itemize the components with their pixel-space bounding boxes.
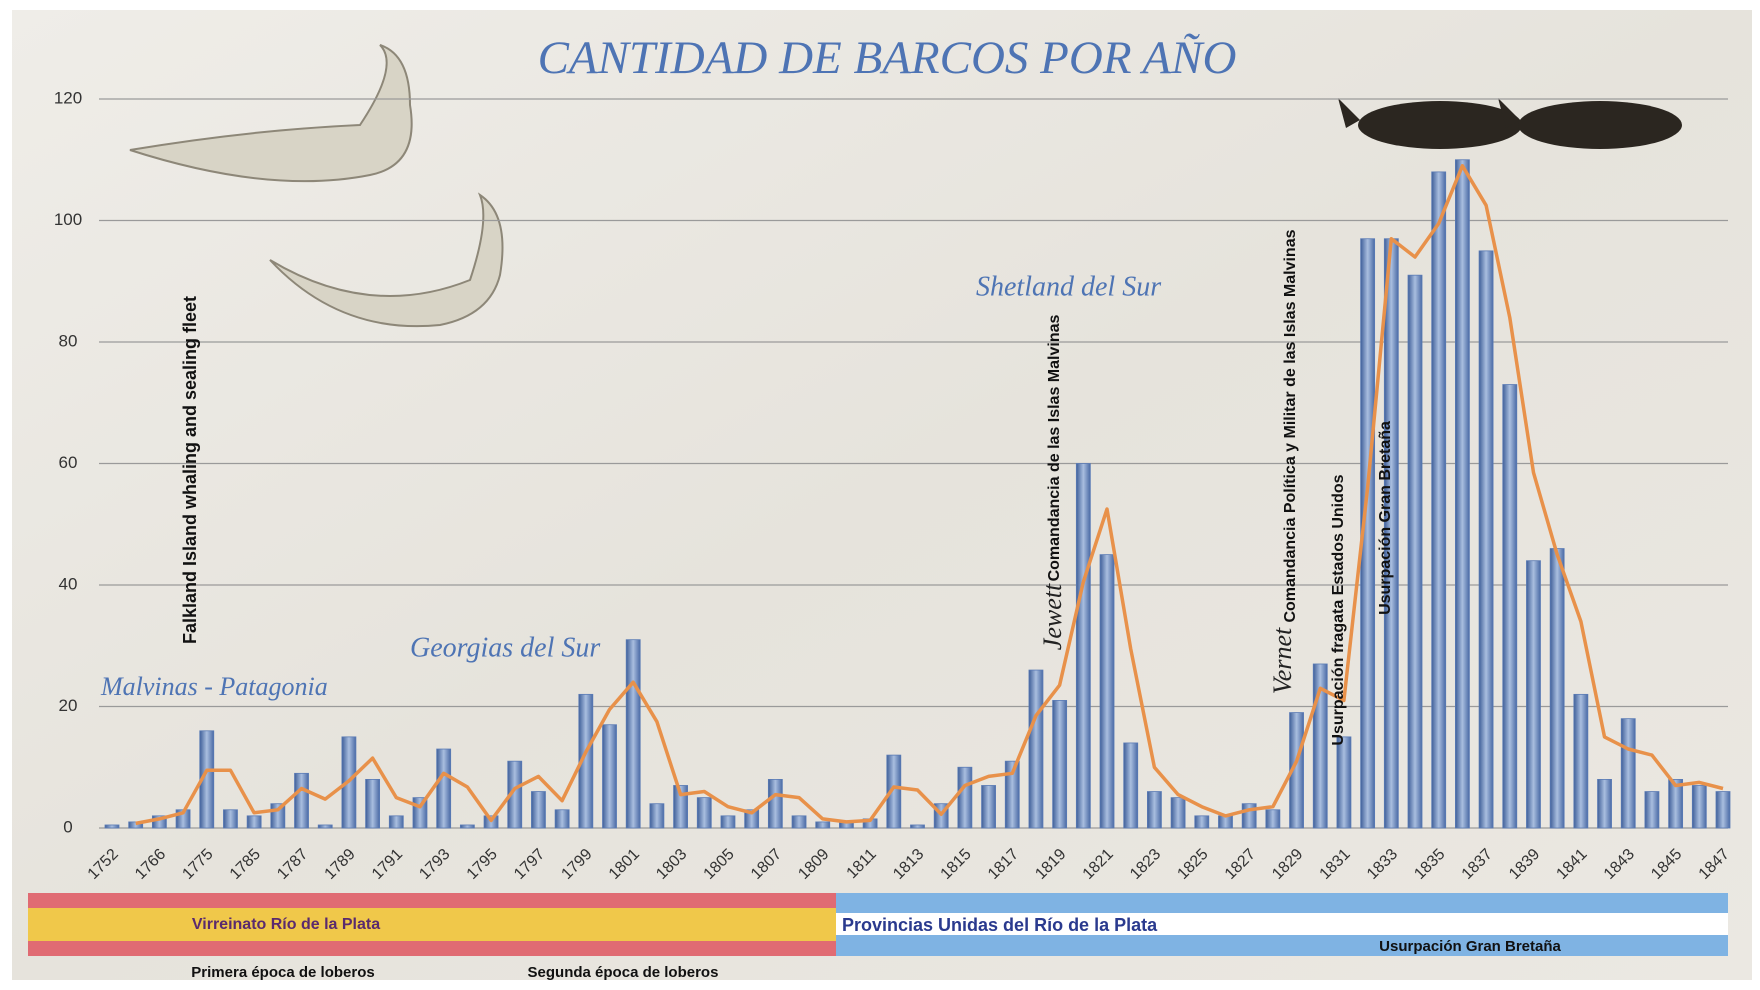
bar: [744, 809, 760, 829]
bar: [1407, 274, 1423, 829]
bar: [602, 724, 617, 829]
bar: [104, 824, 120, 829]
bar: [720, 815, 736, 829]
bar: [1194, 815, 1210, 829]
bar: [957, 766, 973, 829]
bar: [1691, 785, 1707, 829]
bar: [317, 824, 333, 829]
bar: [1075, 463, 1091, 829]
band-spain: [28, 893, 836, 956]
bar: [886, 754, 902, 829]
bar: [1123, 742, 1139, 829]
trend-line: [135, 164, 1724, 826]
annotation: Jewett: [1038, 583, 1067, 650]
bar: [1028, 669, 1044, 829]
bar: [1147, 791, 1162, 829]
bar: [1526, 560, 1541, 829]
bar: [1715, 791, 1731, 829]
bar: [1360, 238, 1376, 829]
bar: [791, 815, 807, 829]
bar: [981, 785, 996, 829]
annotation: Virreinato Río de la Plata: [192, 916, 380, 933]
bar: [578, 693, 594, 829]
chart-title: CANTIDAD DE BARCOS POR AÑO: [538, 32, 1237, 84]
bar: [507, 760, 523, 829]
bar: [1312, 663, 1328, 829]
bar: [1549, 548, 1565, 829]
bar: [1620, 718, 1636, 829]
annotation: Shetland del Sur: [976, 271, 1161, 302]
bar: [1004, 760, 1020, 829]
bar: [1668, 779, 1684, 829]
bar: [696, 797, 712, 829]
annotation: Comandancia de las Islas Malvinas: [1046, 315, 1063, 582]
seals: [129, 44, 504, 328]
y-tick-label: 60: [59, 453, 78, 472]
y-tick-label: 0: [63, 817, 72, 836]
bar: [1502, 384, 1518, 829]
annotation: Falkland Island whaling and sealing flee…: [180, 296, 200, 644]
annotation: Comandancia Política y Militar de las Is…: [1282, 229, 1299, 622]
bar: [459, 824, 475, 829]
annotation: Georgias del Sur: [410, 632, 600, 663]
bar: [1454, 159, 1470, 829]
bar: [910, 824, 925, 829]
bar: [436, 748, 452, 829]
annotation: Usurpación Gran Bretaña: [1379, 938, 1561, 955]
annotation: Usurpación fragata Estados Unidos: [1330, 474, 1347, 745]
bar: [625, 639, 641, 829]
y-tick-label: 20: [59, 696, 78, 715]
annotation: Primera época de loberos: [191, 964, 374, 981]
annotation: Malvinas - Patagonia: [100, 672, 328, 701]
bar: [1099, 554, 1115, 829]
bar: [815, 821, 831, 829]
bar: [1289, 712, 1304, 829]
bar: [1052, 700, 1068, 829]
annotation: Vernet: [1268, 627, 1297, 694]
y-tick-label: 100: [54, 210, 82, 229]
bar: [767, 779, 783, 829]
y-tick-label: 120: [54, 88, 82, 107]
bar: [365, 779, 381, 829]
y-tick-label: 80: [59, 331, 78, 350]
annotation: Provincias Unidas del Río de la Plata: [842, 915, 1158, 935]
bar: [531, 791, 546, 829]
bar: [1170, 797, 1186, 829]
bar: [1431, 171, 1447, 829]
bar: [388, 815, 404, 829]
bar: [294, 772, 309, 829]
bar: [1573, 693, 1589, 829]
bar: [554, 809, 570, 829]
band-argentina: [836, 893, 1728, 956]
bar: [1241, 803, 1257, 829]
bar: [1336, 736, 1352, 829]
bar: [1644, 791, 1660, 829]
whales: [1338, 98, 1682, 149]
annotation: Usurpación Gran Bretaña: [1377, 421, 1394, 615]
bar: [1478, 250, 1494, 829]
bar: [1265, 809, 1281, 829]
bar: [649, 803, 665, 829]
bar: [673, 785, 688, 829]
bar: [1597, 779, 1612, 829]
bar: [223, 809, 238, 829]
bar: [1218, 815, 1233, 829]
bar: [246, 815, 262, 829]
annotation: Segunda época de loberos: [528, 964, 719, 981]
y-tick-label: 40: [59, 574, 78, 593]
